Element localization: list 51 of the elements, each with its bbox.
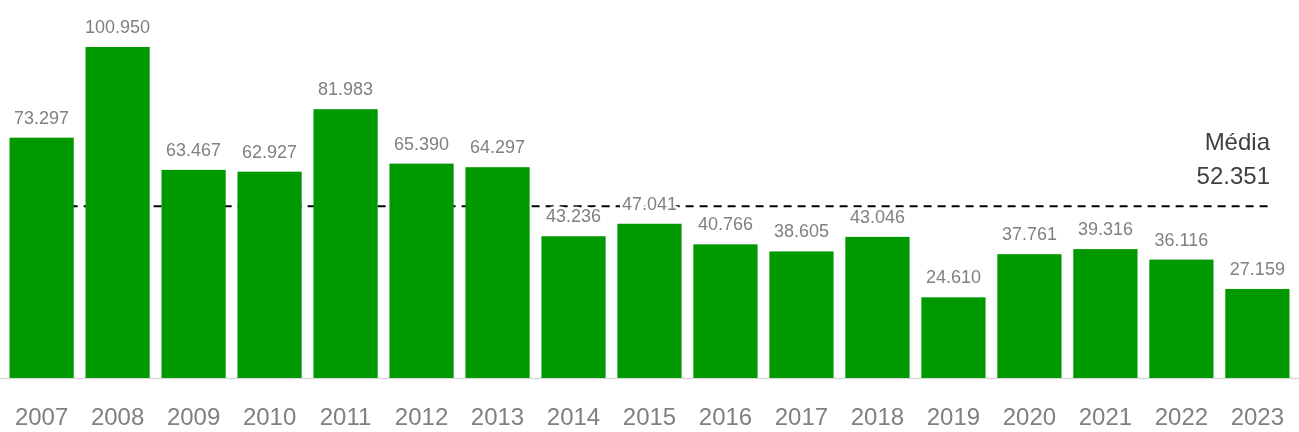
- bar: [693, 244, 758, 378]
- bar: [541, 236, 606, 378]
- x-tick-label: 2013: [470, 403, 525, 430]
- data-label: 65.390: [394, 133, 450, 154]
- x-tick-label: 2014: [546, 403, 601, 430]
- x-tick-label: 2023: [1230, 403, 1285, 430]
- bar: [237, 171, 302, 378]
- x-tick-label: 2008: [90, 403, 145, 430]
- x-tick-label: 2015: [622, 403, 677, 430]
- data-label: 27.159: [1229, 258, 1285, 279]
- data-label: 64.297: [470, 137, 526, 158]
- x-tick-label: 2010: [242, 403, 297, 430]
- x-tick-label: 2022: [1154, 403, 1209, 430]
- bar: [997, 254, 1062, 378]
- bar: [921, 297, 986, 378]
- x-tick-label: 2017: [774, 403, 829, 430]
- x-tick-label: 2007: [14, 403, 69, 430]
- bar: [85, 47, 150, 378]
- data-label: 39.316: [1077, 219, 1133, 240]
- bar: [9, 137, 74, 378]
- bar: [845, 236, 910, 378]
- x-tick-label: 2020: [1002, 403, 1057, 430]
- x-tick-label: 2011: [319, 403, 372, 430]
- data-label: 37.761: [1001, 224, 1057, 245]
- data-label: 81.983: [318, 79, 374, 100]
- data-label: 43.236: [545, 206, 602, 227]
- data-label: 73.297: [14, 107, 70, 128]
- x-tick-label: 2019: [926, 403, 981, 430]
- ref-line-label: Média 52.351: [1196, 128, 1271, 190]
- bar: [1073, 249, 1138, 378]
- bar: [389, 163, 454, 378]
- data-label: 24.610: [925, 267, 981, 288]
- x-tick-label: 2016: [698, 403, 753, 430]
- x-tick-label: 2012: [394, 403, 449, 430]
- bar: [1225, 288, 1290, 378]
- bar: [769, 251, 834, 378]
- data-label: 63.467: [166, 139, 222, 160]
- bar: [1149, 259, 1214, 378]
- data-label: 36.116: [1154, 229, 1209, 250]
- data-label: 100.950: [85, 17, 151, 37]
- x-tick-label: 2009: [166, 403, 221, 430]
- data-label: 40.766: [697, 214, 754, 235]
- x-tick-label: 2018: [850, 403, 905, 430]
- data-label: 38.605: [773, 221, 829, 242]
- bar: [161, 169, 226, 378]
- bar: [617, 223, 682, 378]
- x-tick-label: 2021: [1078, 403, 1133, 430]
- bar: [465, 167, 530, 378]
- data-label: 43.046: [849, 206, 905, 227]
- bar: [313, 109, 378, 378]
- data-label: 62.927: [242, 141, 298, 162]
